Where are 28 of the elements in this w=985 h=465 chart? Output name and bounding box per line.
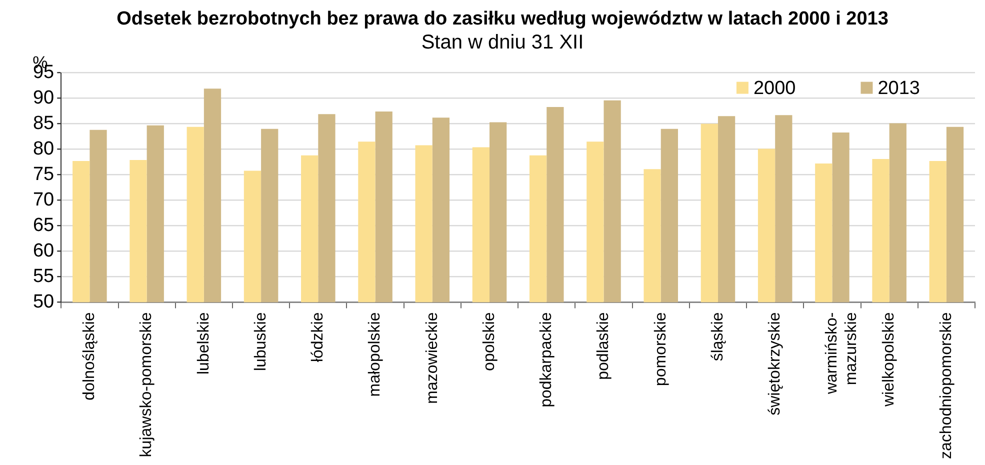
x-tick-label: kujawsko-pomorskie	[138, 312, 156, 458]
y-tick-label: 80	[32, 138, 54, 160]
x-tick-label: pomorskie	[652, 312, 670, 386]
y-tick-label: 85	[32, 113, 54, 134]
x-tick-label: świętokrzyskie	[766, 312, 784, 416]
x-tick-label: mazowieckie	[424, 312, 441, 404]
x-tick-label: wielkopolskie	[880, 312, 898, 408]
y-tick-label: 70	[32, 190, 54, 211]
x-tick-label: dolnośląskie	[81, 312, 98, 400]
y-tick-label: 90	[32, 88, 54, 109]
x-tick-label: podlaskie	[595, 312, 612, 380]
y-tick-label: 50	[32, 291, 54, 312]
x-tick-label: lubelskie	[195, 312, 212, 375]
x-tick-label: zachodniopomorskie	[938, 312, 955, 459]
x-tick-label: małopolskie	[366, 312, 384, 397]
x-tick-label: opolskie	[480, 312, 498, 371]
x-tick-label: łódzkie	[310, 312, 327, 362]
y-tick-label: 60	[32, 240, 54, 262]
x-tick-label: śląskie	[709, 312, 726, 362]
legend-label: 2013	[878, 78, 920, 100]
y-tick-label: 55	[32, 266, 54, 287]
chart-title: Odsetek bezrobotnych bez prawa do zasiłku według województw w latach 2000 i 2013	[116, 8, 888, 30]
legend-label: 2000	[753, 78, 796, 100]
chart-subtitle: Stan w dniu 31 XII	[421, 31, 584, 54]
y-tick-label: 65	[32, 215, 54, 236]
x-tick-label: podkarpackie	[538, 312, 556, 408]
y-tick-label: 75	[32, 164, 54, 186]
x-tick-label: lubuskie	[252, 312, 270, 371]
